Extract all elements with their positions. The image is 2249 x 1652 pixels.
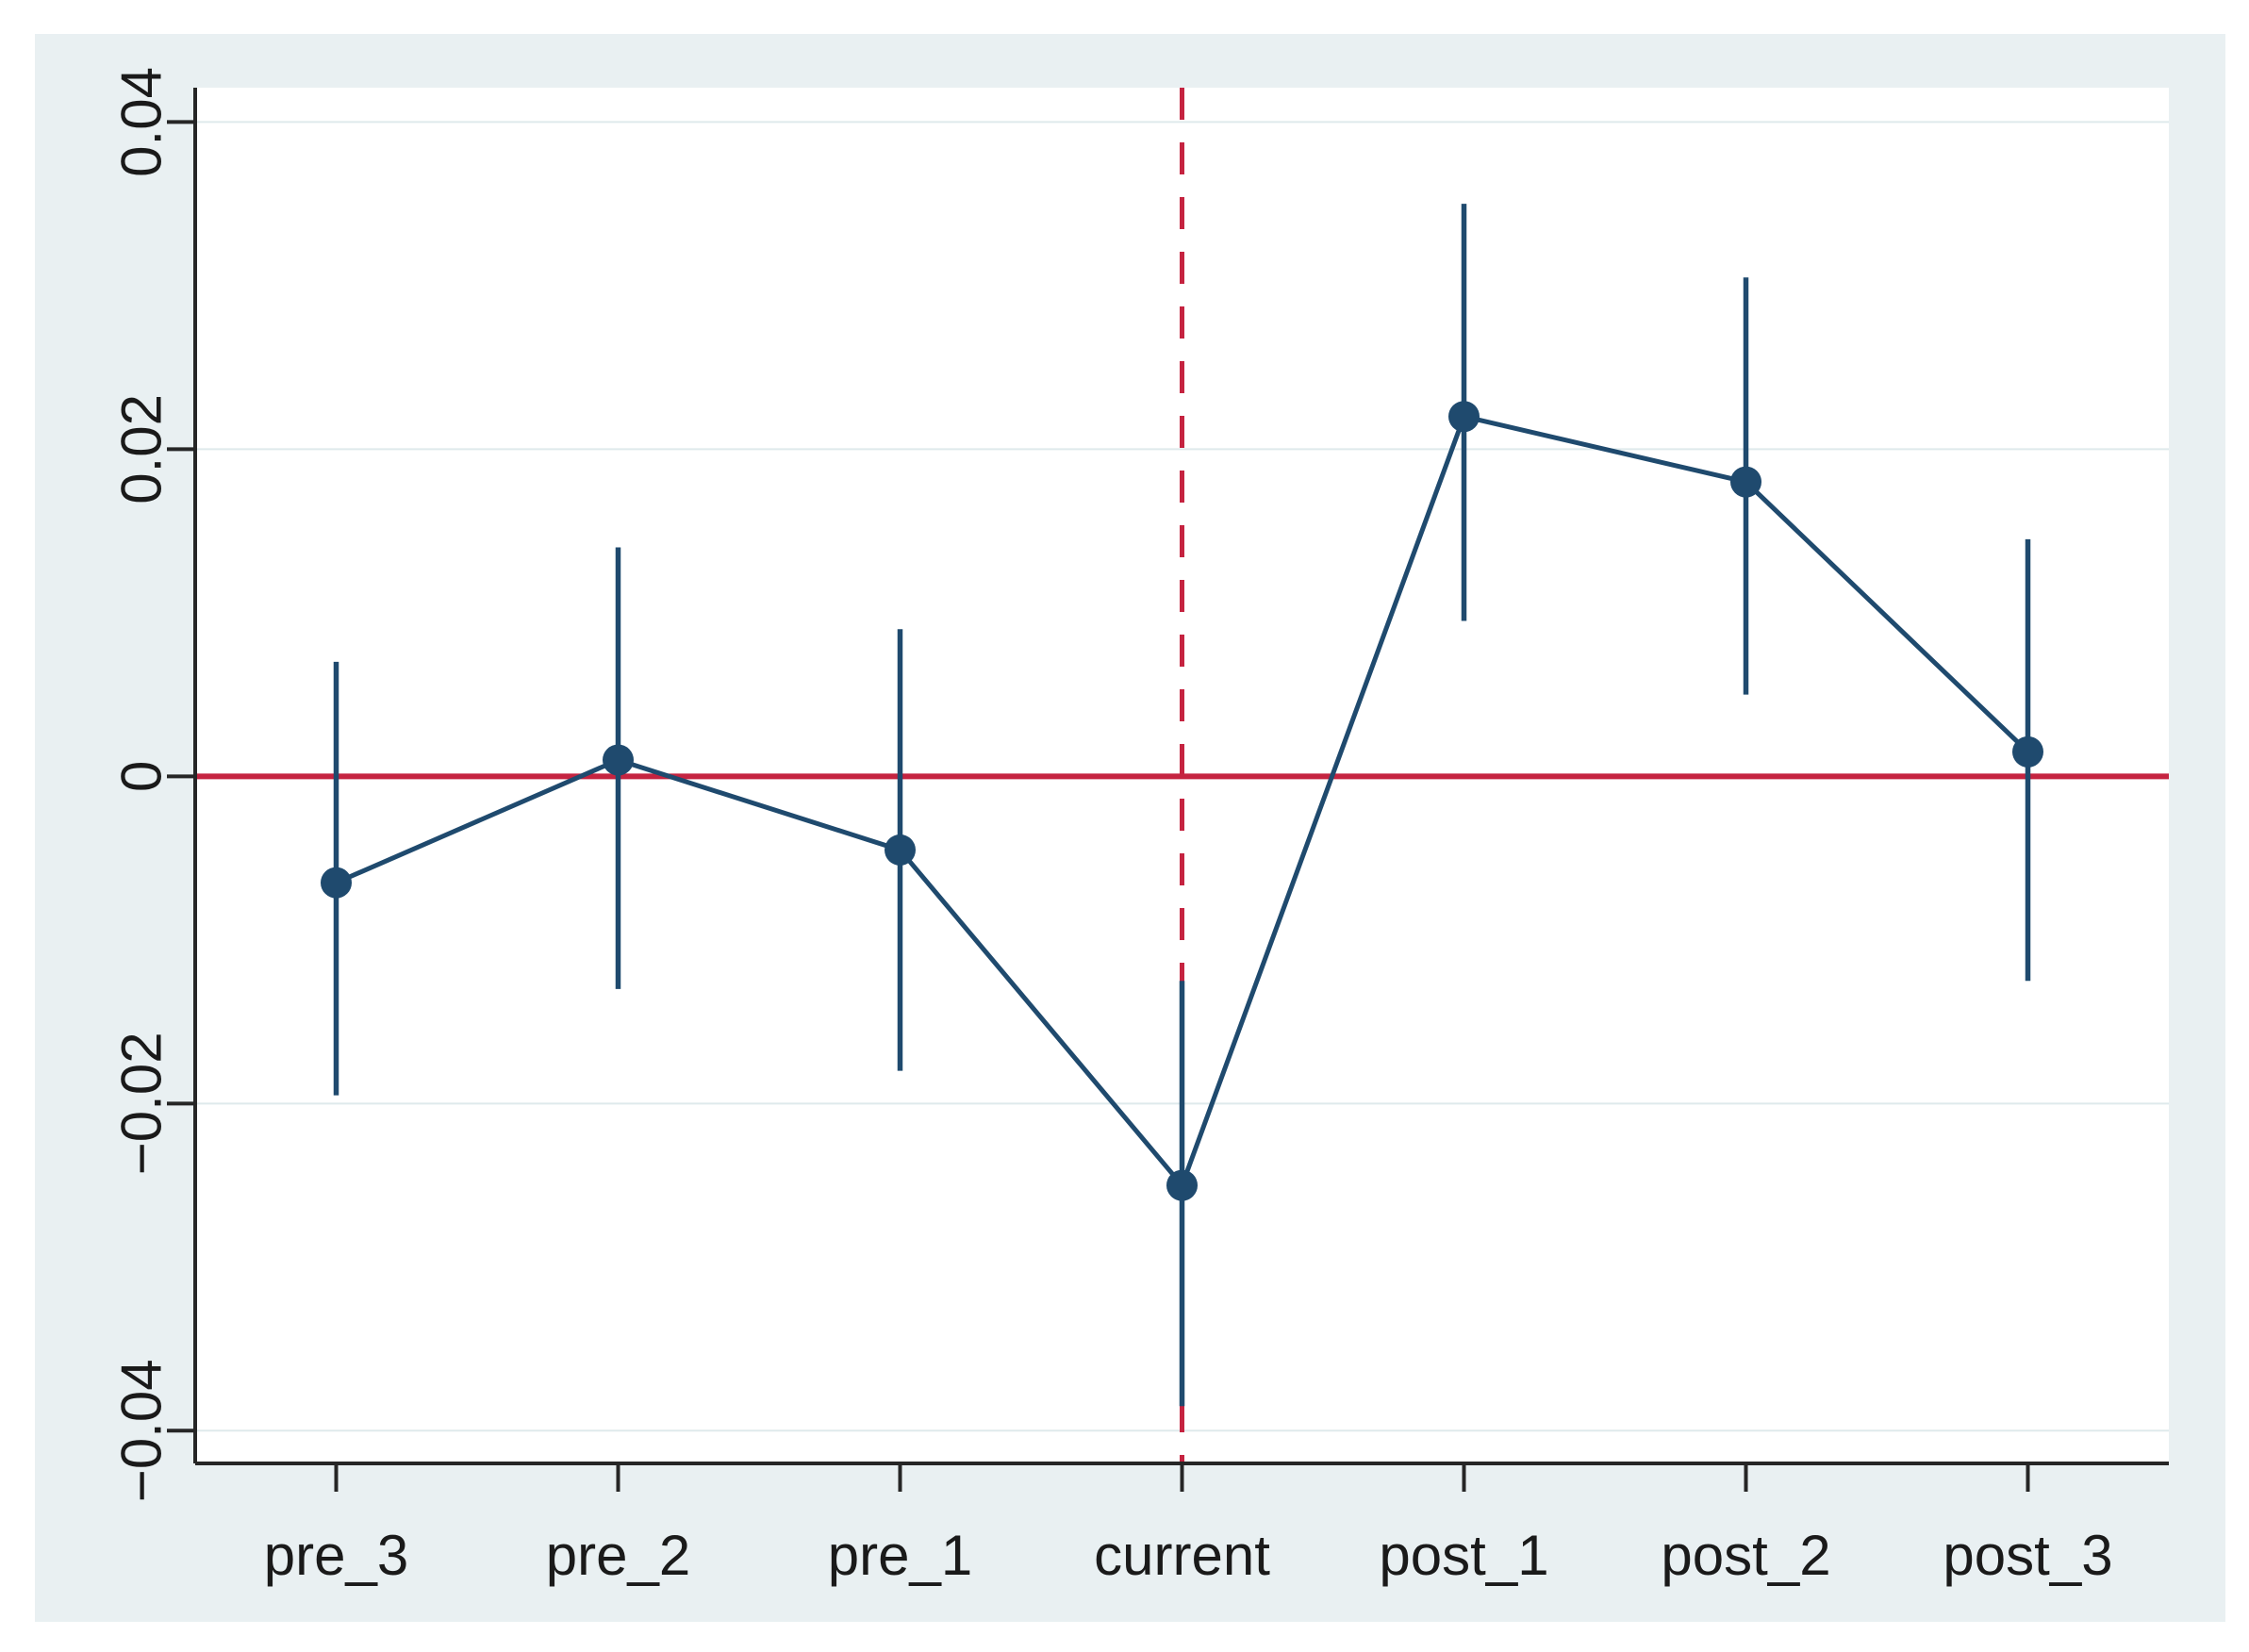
y-tick-label: −0.04 bbox=[110, 1359, 174, 1502]
x-tick-label: post_1 bbox=[1379, 1524, 1548, 1587]
x-tick-label: post_3 bbox=[1943, 1524, 2112, 1587]
y-tick-label: 0.02 bbox=[110, 394, 174, 504]
y-tick-label: 0.04 bbox=[110, 67, 174, 177]
y-tick-label: −0.02 bbox=[110, 1032, 174, 1175]
y-tick-label: 0 bbox=[110, 761, 174, 792]
estimate-marker bbox=[1730, 466, 1761, 498]
estimate-marker bbox=[603, 744, 634, 776]
x-tick-label: post_2 bbox=[1661, 1524, 1830, 1587]
estimate-marker bbox=[321, 867, 352, 899]
x-tick-label: pre_1 bbox=[828, 1524, 972, 1587]
x-tick-label: current bbox=[1094, 1524, 1270, 1587]
estimate-marker bbox=[2012, 735, 2043, 768]
x-tick-label: pre_3 bbox=[264, 1524, 408, 1587]
x-tick-label: pre_2 bbox=[546, 1524, 690, 1587]
estimate-marker bbox=[1448, 401, 1480, 433]
estimate-marker bbox=[1166, 1169, 1198, 1201]
estimate-marker bbox=[885, 834, 916, 866]
